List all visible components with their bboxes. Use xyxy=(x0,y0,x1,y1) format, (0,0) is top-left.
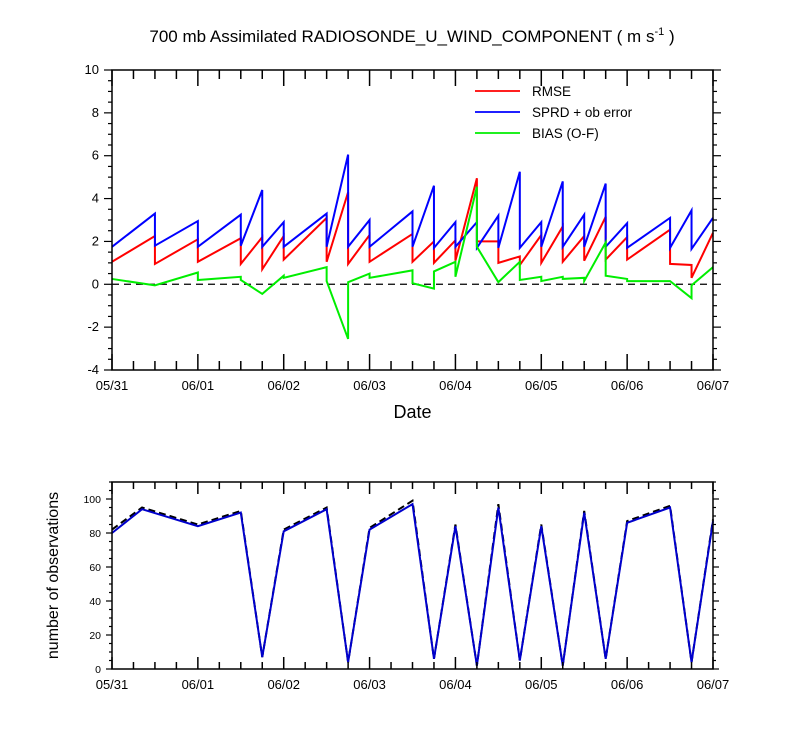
chart-title: 700 mb Assimilated RADIOSONDE_U_WIND_COM… xyxy=(149,26,674,46)
y-tick-label: 20 xyxy=(89,630,101,642)
y-tick-label: 10 xyxy=(85,62,99,77)
x-tick-label: 06/05 xyxy=(525,677,558,692)
x-tick-label: 05/31 xyxy=(96,378,129,393)
x-tick-label: 06/06 xyxy=(611,378,644,393)
x-tick-label: 05/31 xyxy=(96,677,129,692)
series-line-bias-o-f xyxy=(111,186,714,340)
y-tick-label: 4 xyxy=(92,191,99,206)
x-axis-label: Date xyxy=(393,402,431,422)
series-line-assimilated-observations xyxy=(111,502,714,666)
bottom-chart: 0 20 40 60 80 100 05/31 06/01 06/02 06/03 06/04 06/… xyxy=(45,481,730,692)
legend-label: RMSE xyxy=(532,84,571,99)
x-tick-label: 06/07 xyxy=(697,378,730,393)
y-tick-label: -2 xyxy=(87,319,99,334)
chart-title-superscript: -1 xyxy=(654,26,664,38)
y-tick-label: -4 xyxy=(87,362,99,377)
x-tick-label: 06/01 xyxy=(182,677,215,692)
x-tick-label: 06/04 xyxy=(439,677,472,692)
x-tick-label: 06/05 xyxy=(525,378,558,393)
y-tick-label: 2 xyxy=(92,233,99,248)
y-tick-label: 0 xyxy=(92,276,99,291)
y-axis-label: number of observations xyxy=(45,492,62,659)
y-tick-label: 6 xyxy=(92,148,99,163)
y-tick-label: 60 xyxy=(89,562,101,574)
x-tick-label: 06/03 xyxy=(353,378,386,393)
legend-label: BIAS (O-F) xyxy=(532,126,599,141)
chart-title-tail: ) xyxy=(664,27,674,46)
x-tick-label: 06/06 xyxy=(611,677,644,692)
x-tick-label: 06/01 xyxy=(182,378,215,393)
x-tick-label: 06/02 xyxy=(267,677,300,692)
series-line-sprd-ob-error xyxy=(111,154,714,253)
y-tick-label: 40 xyxy=(89,596,101,608)
x-tick-label: 06/03 xyxy=(353,677,386,692)
y-tick-label: 0 xyxy=(95,664,101,676)
x-tick-label: 06/04 xyxy=(439,378,472,393)
chart-title-main: 700 mb Assimilated RADIOSONDE_U_WIND_COM… xyxy=(149,27,654,46)
x-tick-label: 06/02 xyxy=(267,378,300,393)
x-tick-label: 06/07 xyxy=(697,677,730,692)
legend-label: SPRD + ob error xyxy=(532,105,633,120)
y-tick-label: 100 xyxy=(83,494,101,506)
y-tick-label: 8 xyxy=(92,105,99,120)
y-tick-label: 80 xyxy=(89,528,101,540)
top-chart: -4 -2 0 2 4 6 8 10 05/31 06/01 06/02 06/03 06/04 06/0… xyxy=(85,62,730,422)
